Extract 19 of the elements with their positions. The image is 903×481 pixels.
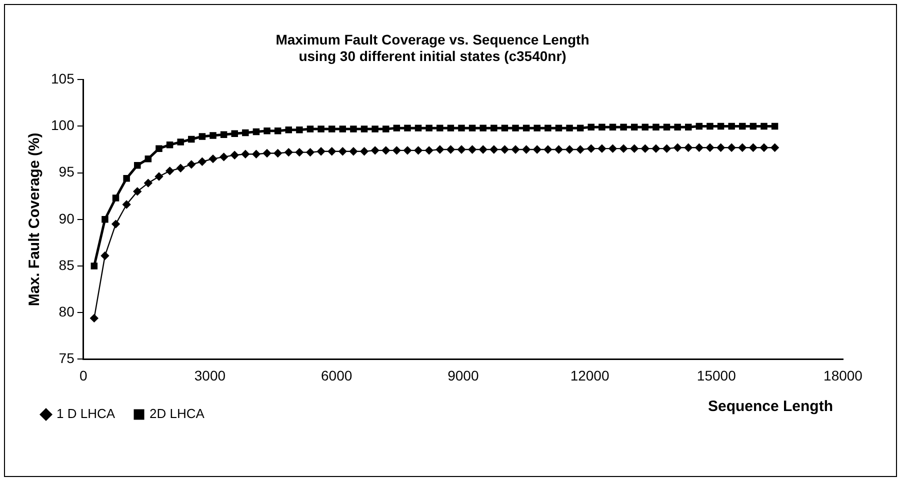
x-tick-label: 18000	[824, 367, 863, 384]
y-tick-label: 75	[58, 350, 75, 366]
chart-title: Maximum Fault Coverage vs. Sequence Length using 30 different initial states (c3540nr)	[276, 31, 590, 64]
y-tick-label: 105	[51, 70, 75, 86]
x-tick-label: 15000	[696, 367, 736, 384]
y-axis-title: Max. Fault Coverage (%)	[26, 132, 44, 306]
x-tick-label: 0	[79, 367, 88, 384]
x-tick-label: 9000	[448, 367, 479, 384]
x-tick-label: 12000	[570, 367, 610, 384]
x-axis-title: Sequence Length	[708, 398, 833, 415]
y-tick-label: 100	[51, 117, 75, 134]
x-tick-label: 3000	[194, 367, 226, 384]
y-tick-label: 85	[58, 256, 75, 273]
x-tick-label: 6000	[320, 367, 352, 384]
y-tick-label: 90	[58, 210, 75, 226]
legend-label: 2D LHCA	[150, 406, 205, 422]
y-tick-label: 95	[58, 164, 75, 180]
legend-label: 1 D LHCA	[56, 406, 116, 422]
y-tick-label: 80	[58, 303, 75, 320]
